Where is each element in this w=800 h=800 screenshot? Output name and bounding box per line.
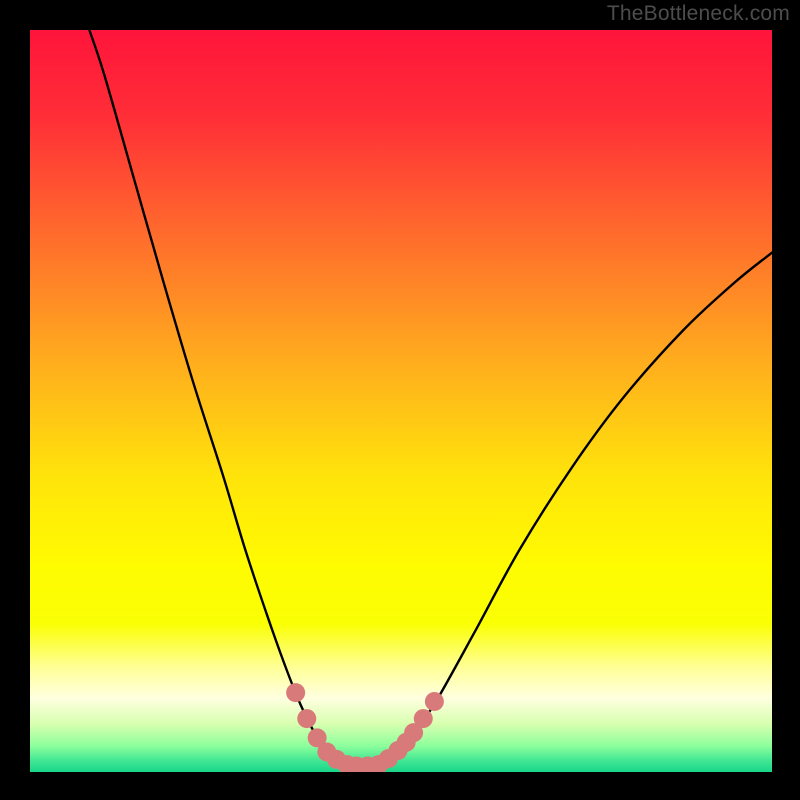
series-marker: [414, 709, 433, 728]
curve-layer: [30, 30, 772, 772]
plot-area: [30, 30, 772, 772]
series-marker: [425, 692, 444, 711]
marker-group: [286, 683, 444, 772]
series-marker: [297, 709, 316, 728]
watermark-text: TheBottleneck.com: [607, 2, 790, 26]
bottleneck-curve: [89, 30, 772, 767]
figure-container: TheBottleneck.com: [0, 0, 800, 800]
series-marker: [286, 683, 305, 702]
